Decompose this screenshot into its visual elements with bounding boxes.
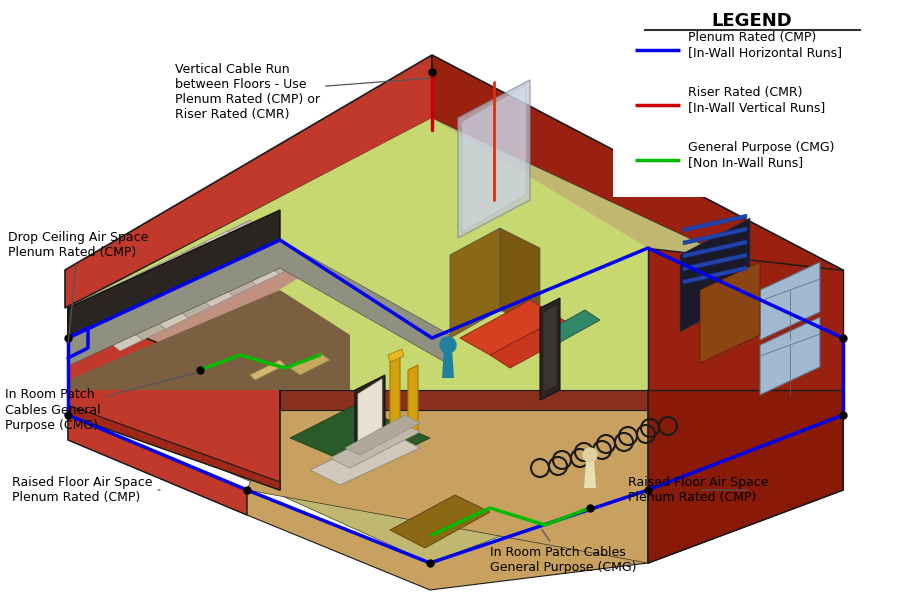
Polygon shape	[182, 242, 256, 296]
Polygon shape	[584, 460, 596, 488]
Text: Raised Floor Air Space
Plenum Rated (CMP): Raised Floor Air Space Plenum Rated (CMP…	[628, 476, 769, 504]
Polygon shape	[458, 80, 530, 238]
Polygon shape	[68, 118, 843, 563]
Polygon shape	[490, 318, 580, 368]
Polygon shape	[310, 432, 420, 485]
Polygon shape	[432, 55, 843, 310]
Polygon shape	[700, 262, 760, 363]
Polygon shape	[648, 248, 843, 390]
Text: In Room Patch
Cables General
Purpose (CMG): In Room Patch Cables General Purpose (CM…	[5, 373, 197, 431]
Polygon shape	[330, 422, 420, 468]
Polygon shape	[290, 405, 430, 470]
Polygon shape	[113, 275, 188, 329]
Polygon shape	[68, 290, 350, 390]
Polygon shape	[68, 220, 320, 350]
Text: Raised Floor Air Space
Plenum Rated (CMP): Raised Floor Air Space Plenum Rated (CMP…	[12, 476, 160, 504]
Polygon shape	[290, 353, 330, 375]
Polygon shape	[683, 240, 747, 258]
Text: Plenum Rated (CMP)
[In-Wall Horizontal Runs]: Plenum Rated (CMP) [In-Wall Horizontal R…	[688, 31, 842, 59]
Circle shape	[440, 337, 456, 353]
Polygon shape	[280, 390, 648, 410]
Polygon shape	[355, 375, 385, 465]
Polygon shape	[543, 305, 557, 392]
Polygon shape	[540, 310, 600, 345]
Polygon shape	[460, 300, 560, 355]
Polygon shape	[500, 228, 540, 330]
Polygon shape	[683, 214, 747, 232]
Polygon shape	[68, 405, 280, 490]
Polygon shape	[388, 349, 404, 362]
Polygon shape	[65, 55, 432, 308]
Polygon shape	[358, 379, 382, 460]
Polygon shape	[250, 360, 285, 380]
Text: LEGEND: LEGEND	[712, 12, 792, 30]
Polygon shape	[204, 231, 279, 285]
Polygon shape	[648, 390, 843, 490]
Polygon shape	[68, 308, 280, 490]
Polygon shape	[68, 415, 843, 590]
Polygon shape	[68, 210, 280, 338]
Polygon shape	[390, 495, 490, 548]
Text: In Room Patch Cables
General Purpose (CMG): In Room Patch Cables General Purpose (CM…	[490, 529, 636, 574]
Polygon shape	[345, 415, 420, 455]
Polygon shape	[68, 415, 247, 515]
Polygon shape	[462, 85, 526, 232]
Polygon shape	[648, 415, 843, 563]
Text: Drop Ceiling Air Space
Plenum Rated (CMP): Drop Ceiling Air Space Plenum Rated (CMP…	[8, 231, 148, 342]
Polygon shape	[442, 348, 454, 378]
Polygon shape	[91, 286, 166, 340]
Polygon shape	[760, 317, 820, 395]
Polygon shape	[68, 118, 648, 390]
Polygon shape	[159, 253, 234, 307]
FancyBboxPatch shape	[613, 5, 895, 197]
Polygon shape	[540, 298, 560, 400]
Polygon shape	[683, 266, 747, 284]
Polygon shape	[227, 220, 302, 274]
Text: Riser Rated (CMR)
[In-Wall Vertical Runs]: Riser Rated (CMR) [In-Wall Vertical Runs…	[688, 86, 825, 114]
Text: Vertical Cable Run
between Floors - Use
Plenum Rated (CMP) or
Riser Rated (CMR): Vertical Cable Run between Floors - Use …	[175, 63, 429, 121]
Polygon shape	[408, 365, 418, 435]
Polygon shape	[648, 270, 843, 563]
Polygon shape	[68, 240, 450, 366]
Text: General Purpose (CMG)
[Non In-Wall Runs]: General Purpose (CMG) [Non In-Wall Runs]	[688, 141, 834, 169]
Polygon shape	[390, 355, 400, 425]
Polygon shape	[760, 262, 820, 340]
Polygon shape	[247, 408, 843, 563]
Circle shape	[583, 448, 597, 462]
Polygon shape	[683, 227, 747, 245]
Polygon shape	[136, 264, 211, 318]
Polygon shape	[680, 218, 750, 332]
Polygon shape	[683, 253, 747, 271]
Polygon shape	[68, 297, 143, 351]
Polygon shape	[450, 228, 500, 338]
